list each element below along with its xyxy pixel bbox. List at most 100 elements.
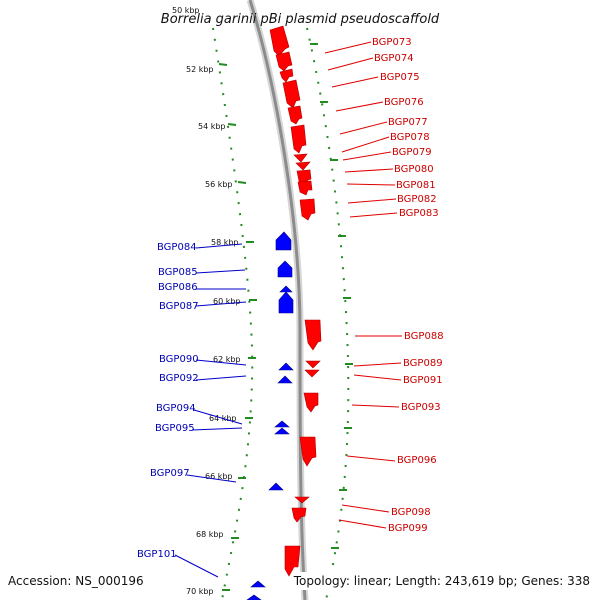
tick-marks bbox=[218, 43, 353, 591]
gene-label[interactable]: BGP090 bbox=[159, 354, 199, 365]
leader-line bbox=[191, 427, 243, 431]
leader-line bbox=[327, 57, 374, 71]
footer-left-backdrop bbox=[4, 572, 154, 590]
gene-label[interactable]: BGP091 bbox=[403, 375, 443, 386]
tick-label: 50 kbp bbox=[172, 6, 200, 15]
gene-arrow-BGP095[interactable] bbox=[274, 427, 290, 435]
leader-line bbox=[193, 409, 243, 425]
gene-arrow-BGP088[interactable] bbox=[304, 319, 322, 351]
gene-label[interactable]: BGP074 bbox=[374, 53, 414, 64]
leader-line bbox=[353, 374, 402, 381]
reverse-leader-lines bbox=[174, 243, 247, 578]
tick-label: 62 kbp bbox=[213, 355, 241, 364]
leader-line bbox=[195, 301, 247, 307]
leader-line bbox=[347, 198, 397, 204]
outer-dotted-track bbox=[306, 27, 350, 600]
gene-label[interactable]: BGP080 bbox=[394, 164, 434, 175]
gene-label[interactable]: BGP083 bbox=[399, 208, 439, 219]
gene-label[interactable]: BGP078 bbox=[390, 132, 430, 143]
leader-line bbox=[195, 375, 247, 381]
gene-label[interactable]: BGP079 bbox=[392, 147, 432, 158]
tick-label: 70 kbp bbox=[186, 587, 214, 596]
tick-label: 56 kbp bbox=[205, 180, 233, 189]
tick-label: 52 kbp bbox=[186, 65, 214, 74]
tick-mark bbox=[227, 123, 237, 126]
tick-mark bbox=[237, 181, 247, 184]
reverse-gene-labels: BGP084 BGP085 BGP086 BGP087 BGP090 BGP09… bbox=[137, 242, 199, 560]
map-title: Borrelia garinii pBi plasmid pseudoscaff… bbox=[161, 12, 440, 27]
gene-arrow-BGP084[interactable] bbox=[275, 231, 292, 251]
gene-label[interactable]: BGP077 bbox=[388, 117, 428, 128]
forward-strand-genes bbox=[269, 25, 322, 577]
gene-arrow-BGP091[interactable] bbox=[304, 369, 320, 378]
gene-arrow-BGP074[interactable] bbox=[275, 51, 293, 72]
inner-dotted-track bbox=[212, 27, 254, 600]
gene-label[interactable]: BGP087 bbox=[159, 301, 199, 312]
gene-label[interactable]: BGP073 bbox=[372, 37, 412, 48]
leader-line bbox=[346, 455, 396, 462]
gene-label[interactable]: BGP094 bbox=[156, 403, 196, 414]
gene-arrow-BGP082[interactable] bbox=[297, 180, 313, 196]
gene-label[interactable]: BGP075 bbox=[380, 72, 420, 83]
gene-arrow-BGP099[interactable] bbox=[291, 507, 307, 523]
gene-arrow-BGP092[interactable] bbox=[277, 375, 293, 384]
leader-line bbox=[195, 243, 243, 249]
gene-label[interactable]: BGP101 bbox=[137, 549, 177, 560]
gene-arrow-BGP098[interactable] bbox=[294, 496, 310, 504]
gene-arrow-BGP094[interactable] bbox=[274, 420, 290, 428]
gene-arrow-BGP090[interactable] bbox=[278, 362, 294, 371]
gene-label[interactable]: BGP088 bbox=[404, 331, 444, 342]
leader-line bbox=[353, 362, 402, 367]
leader-line bbox=[339, 121, 388, 135]
gene-label[interactable]: BGP076 bbox=[384, 97, 424, 108]
gene-arrow-BGP096[interactable] bbox=[299, 436, 317, 467]
gene-arrow-BGP078[interactable] bbox=[290, 124, 307, 154]
tick-label: 54 kbp bbox=[198, 122, 226, 131]
gene-arrow-BGP085[interactable] bbox=[277, 260, 293, 278]
leader-line bbox=[351, 404, 400, 408]
gene-arrow-BGP076[interactable] bbox=[282, 79, 301, 109]
gene-label[interactable]: BGP092 bbox=[159, 373, 199, 384]
gene-label[interactable]: BGP098 bbox=[391, 507, 431, 518]
gene-label[interactable]: BGP082 bbox=[397, 194, 437, 205]
tick-label: 68 kbp bbox=[196, 530, 224, 539]
leader-line bbox=[341, 504, 390, 513]
gene-label[interactable]: BGP081 bbox=[396, 180, 436, 191]
leader-line bbox=[174, 554, 219, 578]
gene-arrow-BGP102[interactable] bbox=[246, 594, 262, 600]
gene-arrow-BGP089[interactable] bbox=[305, 360, 321, 369]
gene-label[interactable]: BGP085 bbox=[158, 267, 198, 278]
gene-label[interactable]: BGP089 bbox=[403, 358, 443, 369]
leader-line bbox=[342, 151, 392, 161]
gene-label[interactable]: BGP095 bbox=[155, 423, 195, 434]
gene-arrow-BGP073[interactable] bbox=[269, 25, 290, 57]
gene-arrow-BGP075[interactable] bbox=[279, 68, 294, 83]
reverse-strand-genes bbox=[246, 231, 294, 600]
gene-label[interactable]: BGP096 bbox=[397, 455, 437, 466]
gene-label[interactable]: BGP093 bbox=[401, 402, 441, 413]
gene-arrow-BGP083[interactable] bbox=[299, 198, 316, 221]
forward-leader-lines bbox=[324, 41, 402, 529]
leader-line bbox=[324, 41, 372, 54]
tick-label: 66 kbp bbox=[205, 472, 233, 481]
leader-line bbox=[186, 474, 237, 483]
gene-arrow-BGP086[interactable] bbox=[279, 285, 293, 293]
tick-label: 60 kbp bbox=[213, 297, 241, 306]
gene-arrow-BGP101[interactable] bbox=[250, 580, 266, 588]
leader-line bbox=[335, 101, 384, 112]
gene-arrow-BGP080[interactable] bbox=[295, 161, 311, 171]
gene-arrow-BGP081[interactable] bbox=[296, 169, 312, 186]
gene-arrow-BGP100[interactable] bbox=[284, 545, 301, 577]
leader-line bbox=[341, 136, 390, 153]
gene-arrow-BGP097[interactable] bbox=[268, 482, 284, 491]
gene-arrow-BGP093[interactable] bbox=[303, 392, 319, 413]
gene-label[interactable]: BGP097 bbox=[150, 468, 190, 479]
gene-label[interactable]: BGP099 bbox=[388, 523, 428, 534]
gene-arrow-BGP077[interactable] bbox=[287, 105, 303, 125]
gene-arrow-BGP087[interactable] bbox=[278, 291, 294, 314]
summary-text: Topology: linear; Length: 243,619 bp; Ge… bbox=[293, 574, 590, 588]
gene-label[interactable]: BGP086 bbox=[158, 282, 198, 293]
gene-arrow-BGP079[interactable] bbox=[293, 153, 308, 163]
gene-label[interactable]: BGP084 bbox=[157, 242, 197, 253]
